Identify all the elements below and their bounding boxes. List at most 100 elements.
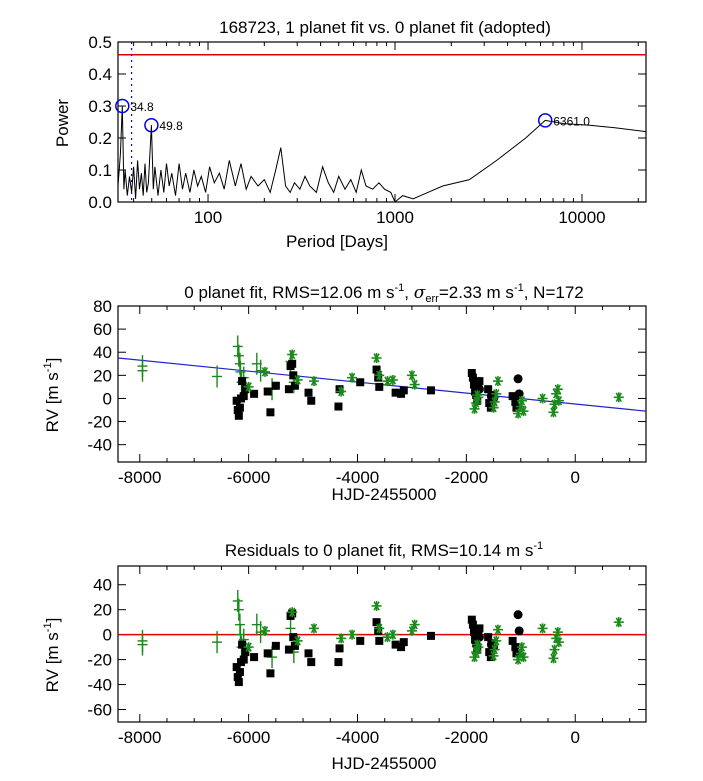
- square-point: [232, 396, 241, 405]
- periodogram-line: [117, 105, 647, 203]
- square-point: [235, 403, 244, 412]
- periodogram-xtick-label: 1000: [376, 208, 414, 227]
- periodogram-title: 168723, 1 planet fit vs. 0 planet fit (a…: [219, 18, 551, 37]
- residuals-title: Residuals to 0 planet fit, RMS=10.14 m s…: [225, 540, 543, 560]
- star-point: [374, 370, 385, 381]
- square-point: [508, 392, 517, 401]
- square-point: [484, 385, 493, 394]
- square-point: [335, 644, 344, 653]
- periodogram-ytick-label: 0.4: [88, 65, 112, 84]
- circle-point: [513, 374, 523, 384]
- residuals-ytick-label: -20: [87, 651, 112, 670]
- square-point: [334, 658, 343, 667]
- rv-xtick-label: -6000: [227, 468, 270, 487]
- star-point: [549, 644, 560, 655]
- rv-xtick-label: -4000: [336, 468, 379, 487]
- star-point: [308, 623, 319, 634]
- square-point: [233, 673, 242, 682]
- star-point: [473, 642, 484, 653]
- residuals-ylabel: RV [m s-1]: [42, 618, 62, 693]
- residuals-ytick-label: -60: [87, 701, 112, 720]
- rv-xlabel: HJD-2455000: [332, 485, 437, 504]
- square-point: [485, 648, 494, 657]
- square-point: [307, 658, 316, 667]
- star-point: [518, 652, 529, 663]
- star-point: [374, 623, 385, 634]
- star-point: [613, 617, 624, 628]
- residuals-xtick-label: -8000: [118, 728, 161, 747]
- rv-ylabel: RV [m s-1]: [42, 358, 62, 433]
- square-point: [307, 396, 316, 405]
- periodogram-ylabel: Power: [53, 99, 72, 148]
- star-point: [336, 633, 347, 644]
- star-point: [371, 600, 382, 611]
- square-point: [426, 631, 435, 640]
- rv-xtick-label: -8000: [118, 468, 161, 487]
- star-point: [537, 393, 548, 404]
- star-point: [553, 395, 564, 406]
- residuals-ytick-label: 20: [93, 601, 112, 620]
- rv-xtick-label: -2000: [445, 468, 488, 487]
- periodogram-ytick-label: 0.2: [88, 129, 112, 148]
- star-point: [553, 637, 564, 648]
- square-point: [375, 382, 384, 391]
- rv-ytick-label: -20: [87, 413, 112, 432]
- star-point: [613, 392, 624, 403]
- residuals-xlabel: HJD-2455000: [332, 754, 437, 773]
- square-point: [467, 615, 476, 624]
- circle-point: [474, 632, 484, 642]
- residuals-ytick-label: -40: [87, 676, 112, 695]
- star-point: [492, 376, 503, 387]
- star-point: [548, 407, 559, 418]
- star-point: [347, 372, 358, 383]
- star-point: [243, 381, 254, 392]
- square-point: [511, 397, 520, 406]
- square-point: [468, 373, 477, 382]
- periodogram-xlabel: Period [Days]: [286, 232, 388, 251]
- plus-point: [212, 631, 223, 654]
- periodogram-panel: 168723, 1 planet fit vs. 0 planet fit (a…: [53, 18, 647, 251]
- square-point: [391, 388, 400, 397]
- square-point: [263, 649, 272, 658]
- periodogram-ytick-label: 0.0: [88, 193, 112, 212]
- plus-point: [137, 633, 148, 656]
- square-point: [239, 655, 248, 664]
- square-point: [263, 387, 272, 396]
- square-point: [241, 648, 250, 657]
- periodogram-ytick-label: 0.3: [88, 97, 112, 116]
- square-point: [484, 633, 493, 642]
- square-point: [271, 381, 280, 390]
- periodogram-xtick-label: 100: [194, 208, 222, 227]
- square-point: [250, 653, 259, 662]
- star-point: [308, 376, 319, 387]
- residuals-panel: Residuals to 0 planet fit, RMS=10.14 m s…: [42, 540, 647, 773]
- rv-frame: [117, 305, 647, 463]
- star-point: [492, 624, 503, 635]
- square-point: [375, 636, 384, 645]
- square-point: [290, 381, 299, 390]
- peak-label: 6361.0: [553, 114, 590, 128]
- square-point: [289, 371, 298, 380]
- square-point: [372, 365, 381, 374]
- square-point: [486, 653, 495, 662]
- plus-point: [212, 365, 223, 388]
- square-point: [304, 649, 313, 658]
- square-point: [397, 643, 406, 652]
- star-point: [292, 635, 303, 646]
- star-point: [491, 388, 502, 399]
- plus-point: [137, 359, 148, 382]
- square-point: [391, 640, 400, 649]
- square-point: [239, 392, 248, 401]
- periodogram-frame: [117, 41, 647, 203]
- rv-ytick-label: 0: [103, 389, 112, 408]
- square-point: [469, 628, 478, 637]
- square-point: [266, 669, 275, 678]
- square-point: [426, 386, 435, 395]
- star-point: [259, 366, 270, 377]
- star-point: [516, 395, 527, 406]
- peak-marker: [144, 117, 159, 133]
- square-point: [271, 641, 280, 650]
- star-point: [387, 629, 398, 640]
- square-point: [511, 643, 520, 652]
